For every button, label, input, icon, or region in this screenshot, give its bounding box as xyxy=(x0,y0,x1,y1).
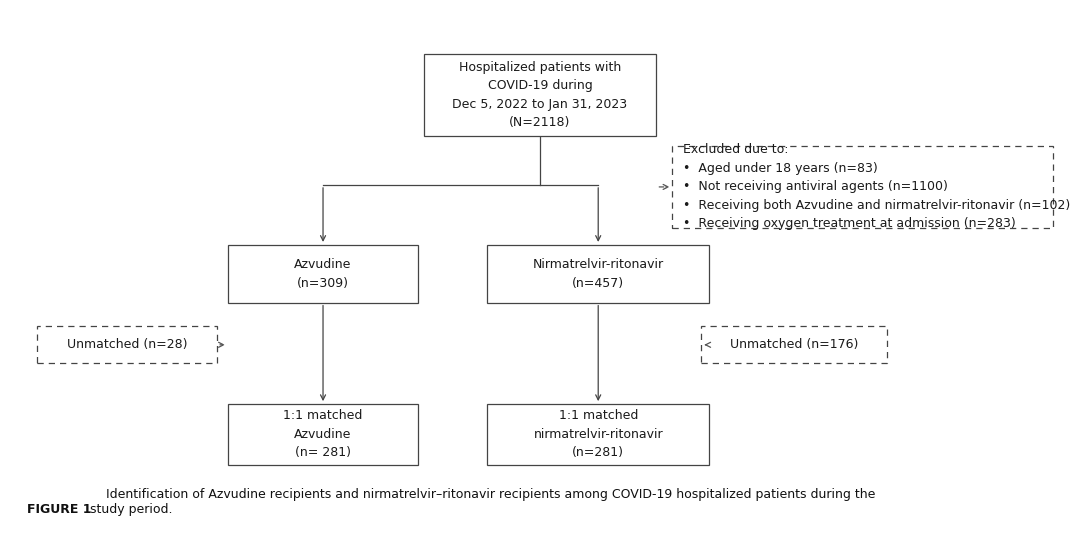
Text: 1:1 matched
Azvudine
(n= 281): 1:1 matched Azvudine (n= 281) xyxy=(283,409,363,459)
Text: 1:1 matched
nirmatrelvir-ritonavir
(n=281): 1:1 matched nirmatrelvir-ritonavir (n=28… xyxy=(534,409,663,459)
Text: Azvudine
(n=309): Azvudine (n=309) xyxy=(295,258,352,289)
FancyBboxPatch shape xyxy=(487,404,710,465)
FancyBboxPatch shape xyxy=(37,326,217,363)
Text: Identification of Azvudine recipients and nirmatrelvir–ritonavir recipients amon: Identification of Azvudine recipients an… xyxy=(90,488,875,516)
Text: Nirmatrelvir-ritonavir
(n=457): Nirmatrelvir-ritonavir (n=457) xyxy=(532,258,664,289)
FancyBboxPatch shape xyxy=(228,245,418,303)
Text: Hospitalized patients with
COVID-19 during
Dec 5, 2022 to Jan 31, 2023
(N=2118): Hospitalized patients with COVID-19 duri… xyxy=(453,61,627,129)
Text: FIGURE 1: FIGURE 1 xyxy=(27,503,91,516)
FancyBboxPatch shape xyxy=(701,326,887,363)
Text: Unmatched (n=28): Unmatched (n=28) xyxy=(67,338,188,351)
FancyBboxPatch shape xyxy=(672,146,1053,228)
Text: Excluded due to:
•  Aged under 18 years (n=83)
•  Not receiving antiviral agents: Excluded due to: • Aged under 18 years (… xyxy=(683,143,1070,230)
Text: Unmatched (n=176): Unmatched (n=176) xyxy=(730,338,859,351)
FancyBboxPatch shape xyxy=(228,404,418,465)
FancyBboxPatch shape xyxy=(423,54,657,136)
FancyBboxPatch shape xyxy=(487,245,710,303)
